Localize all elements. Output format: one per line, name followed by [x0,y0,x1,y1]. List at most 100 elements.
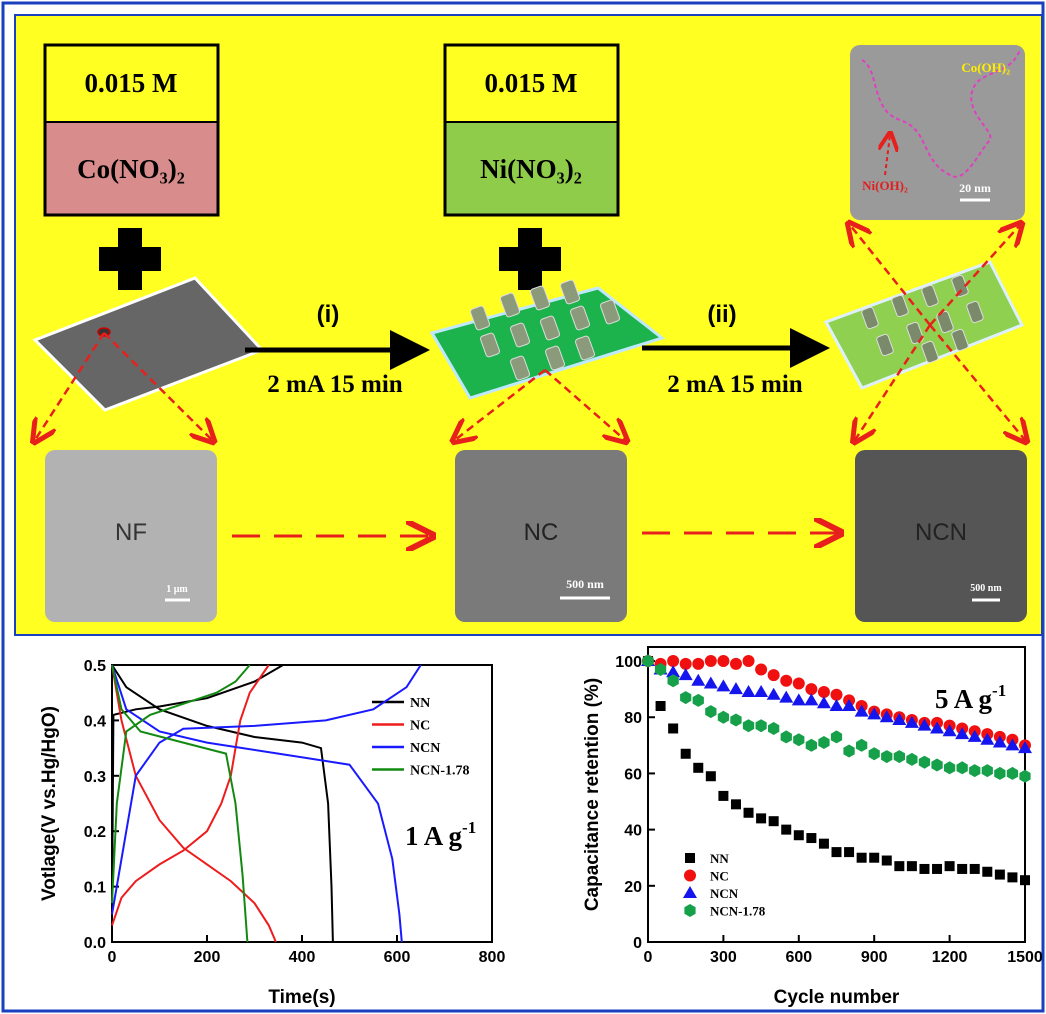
y-tick-label: 0 [633,935,642,952]
point [856,739,867,752]
y-tick-label: 40 [624,823,642,840]
point [793,678,805,690]
point [656,701,666,711]
point [680,658,692,670]
y-tick-label: 0.3 [84,769,106,786]
point [680,691,691,704]
annotation: 1 A g-1 [405,818,476,851]
sem-label: NCN [915,519,967,546]
point [832,847,842,857]
point [781,825,791,835]
point [681,749,691,759]
point [1007,872,1017,882]
point [906,753,917,766]
sem-label: NC [524,519,559,546]
salt: Co(NO₃)₂ [77,154,185,184]
x-tick-label: 1200 [932,949,968,966]
step-condition: 2 mA 15 min [667,371,803,398]
point [804,693,818,705]
x-tick-label: 1500 [1007,949,1043,966]
annotation: 5 A g-1 [935,681,1006,714]
point [869,853,879,863]
point [718,791,728,801]
tem-label: Co(OH)₂ [961,60,1010,75]
x-tick-label: 200 [194,949,221,966]
point [706,771,716,781]
point [731,799,741,809]
point [957,864,967,874]
legend-label: NCN-1.78 [710,904,766,919]
point [730,714,741,727]
point [691,674,705,686]
x-axis-label: Cycle number [774,987,900,1008]
scheme: 0.015 M Co(NO₃)₂ 0.015 M Ni(NO₃)₂ (i) 2 … [35,45,1027,622]
page: 0.015 M Co(NO₃)₂ 0.015 M Ni(NO₃)₂ (i) 2 … [0,0,1046,1014]
point [957,761,968,774]
point [844,847,854,857]
point [982,764,993,777]
point [767,688,781,700]
y-tick-label: 0.5 [84,658,106,675]
tem-label: Ni(OH)₂ [862,178,908,193]
step-label: (i) [317,301,340,328]
concentration: 0.015 M [485,68,578,98]
point [730,658,742,670]
point [818,686,830,698]
x-tick-label: 0 [644,949,653,966]
point [685,853,695,863]
x-tick-label: 800 [479,949,506,966]
legend-label: NCN [410,741,440,756]
point [684,870,696,882]
point [931,759,942,772]
point [744,808,754,818]
y-tick-label: 100 [615,654,642,671]
y-tick-label: 0.1 [84,880,106,897]
x-tick-label: 0 [108,949,117,966]
point [1020,875,1030,885]
plot-frame [112,665,492,942]
point [945,861,955,871]
point [683,886,697,898]
y-tick-label: 0.2 [84,824,106,841]
point [794,830,804,840]
point [705,705,716,718]
legend-label: NCN-1.78 [410,764,470,779]
point [693,763,703,773]
point [679,668,693,680]
point [743,655,755,667]
point [818,736,829,749]
point [718,711,729,724]
point [894,750,905,763]
point [779,691,793,703]
point [754,685,768,697]
legend-label: NN [410,696,430,711]
point [1019,770,1030,783]
point [919,756,930,769]
figure: 0.015 M Co(NO₃)₂ 0.015 M Ni(NO₃)₂ (i) 2 … [0,0,1046,1014]
point [869,747,880,760]
salt: Ni(NO₃)₂ [480,154,582,184]
point [805,683,817,695]
legend-label: NC [410,719,430,734]
y-tick-label: 0.4 [84,713,106,730]
scale-bar: 1 μm [166,584,188,595]
line [112,665,333,942]
point [1007,767,1018,780]
point [780,675,792,687]
point [743,719,754,732]
point [781,730,792,743]
point [768,669,780,681]
line [112,665,276,942]
point [667,655,679,667]
y-tick-label: 80 [624,710,642,727]
point [806,833,816,843]
point [932,864,942,874]
legend-label: NC [710,869,729,884]
point [793,733,804,746]
scale-bar: 500 nm [566,577,604,591]
point [756,813,766,823]
point [742,685,756,697]
point [755,663,767,675]
point [882,856,892,866]
